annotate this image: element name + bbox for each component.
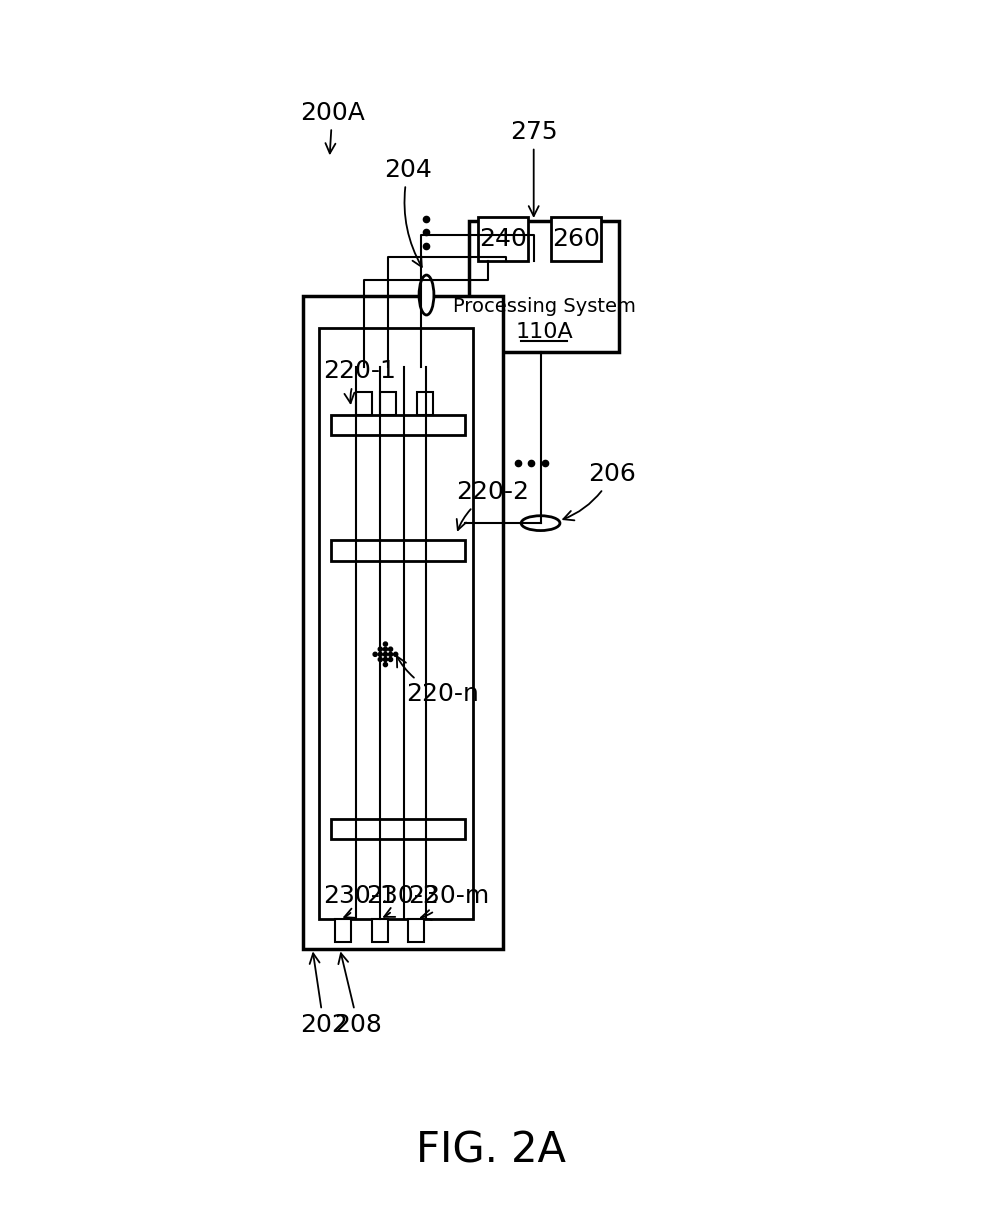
Text: 202: 202 — [300, 954, 348, 1037]
Text: 220-1: 220-1 — [322, 359, 395, 403]
Circle shape — [388, 648, 392, 651]
Circle shape — [378, 657, 382, 662]
Circle shape — [388, 657, 392, 662]
Text: 206: 206 — [563, 462, 636, 520]
Text: 260: 260 — [552, 227, 600, 251]
Bar — [330, 415, 465, 435]
Bar — [550, 217, 601, 260]
Bar — [330, 540, 465, 561]
Circle shape — [388, 652, 392, 656]
Bar — [304, 297, 503, 949]
Circle shape — [383, 648, 387, 651]
Ellipse shape — [521, 516, 560, 531]
Text: 230-2: 230-2 — [366, 884, 438, 917]
Text: 230-m: 230-m — [408, 884, 490, 920]
Circle shape — [383, 642, 387, 646]
Circle shape — [383, 652, 387, 656]
Bar — [330, 819, 465, 839]
Bar — [418, 392, 434, 415]
Bar — [408, 919, 425, 942]
Circle shape — [393, 652, 398, 656]
Bar — [319, 328, 473, 919]
Circle shape — [383, 662, 387, 667]
Circle shape — [374, 652, 377, 656]
Circle shape — [378, 648, 382, 651]
Circle shape — [378, 652, 382, 656]
Text: 275: 275 — [510, 119, 557, 216]
Bar — [478, 217, 528, 260]
Bar — [356, 392, 372, 415]
Text: 204: 204 — [384, 158, 433, 267]
Text: 200A: 200A — [300, 100, 365, 153]
Text: 230-1: 230-1 — [322, 884, 395, 918]
Ellipse shape — [419, 275, 434, 315]
Text: 110A: 110A — [515, 322, 573, 341]
Bar — [469, 221, 619, 352]
Bar — [372, 919, 387, 942]
Bar — [335, 919, 351, 942]
Text: FIG. 2A: FIG. 2A — [417, 1130, 566, 1171]
Bar — [379, 392, 396, 415]
Text: 208: 208 — [334, 953, 382, 1037]
Text: Processing System: Processing System — [452, 297, 635, 316]
Circle shape — [383, 657, 387, 662]
Text: 240: 240 — [479, 227, 527, 251]
Text: 220-2: 220-2 — [456, 480, 529, 531]
Text: 220-n: 220-n — [397, 656, 479, 707]
